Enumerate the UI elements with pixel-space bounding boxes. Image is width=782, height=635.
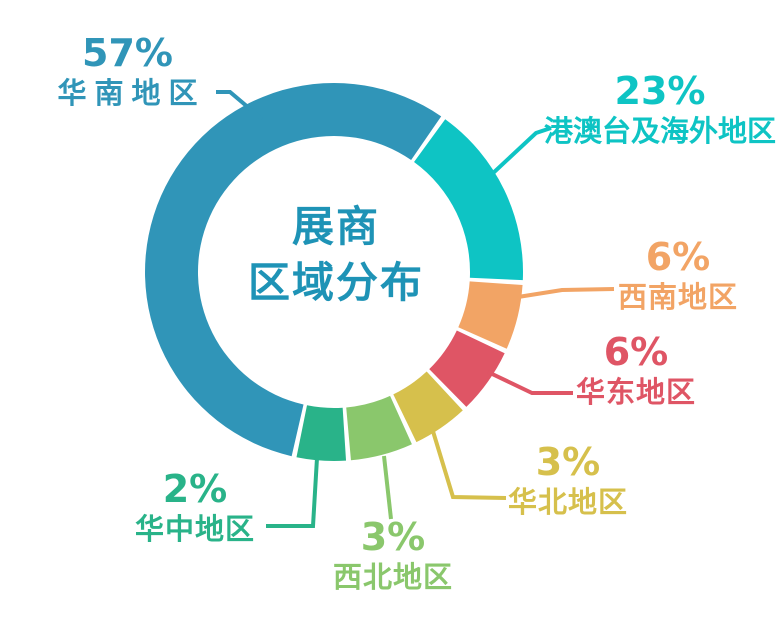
segment-label-xinan: 6% 西南地区 <box>616 238 740 314</box>
percent-value-xibei: 3% <box>360 515 426 559</box>
leader-line-huazhong <box>266 457 319 528</box>
leader-line-xibei <box>382 455 393 520</box>
percent-value-huadong: 6% <box>603 330 669 374</box>
region-name-gangaotai: 港澳台及海外地区 <box>543 114 776 148</box>
segment-label-xibei: 3% 西北地区 <box>331 518 455 594</box>
region-name-huazhong: 华中地区 <box>134 512 255 546</box>
segment-label-huadong: 6% 华东地区 <box>574 333 698 409</box>
region-name-huadong: 华东地区 <box>575 375 696 409</box>
donut-segment-gangaotai <box>414 119 524 281</box>
leader-line-huanan <box>216 90 264 121</box>
region-name-huanan: 华南地区 <box>57 76 206 110</box>
segment-label-huanan: 57% 华南地区 <box>30 34 225 110</box>
region-name-xibei: 西北地区 <box>332 560 453 594</box>
leader-line-xinan <box>517 287 615 299</box>
donut-segment-xibei <box>346 395 412 461</box>
leader-line-huadong <box>487 370 573 395</box>
percent-value-gangaotai: 23% <box>614 69 706 113</box>
chart-title-line1: 展商 <box>291 202 380 251</box>
segment-label-huabei: 3% 华北地区 <box>506 443 630 519</box>
donut-segment-huanan <box>145 83 442 457</box>
percent-value-huabei: 3% <box>535 440 601 484</box>
leader-line-huabei <box>430 427 507 500</box>
donut-segment-huadong <box>429 330 505 407</box>
percent-value-xinan: 6% <box>645 235 711 279</box>
percent-value-huazhong: 2% <box>162 467 228 511</box>
leader-line-gangaotai <box>489 126 552 177</box>
chart-title: 展商 区域分布 <box>186 199 486 311</box>
region-name-xinan: 西南地区 <box>617 280 738 314</box>
percent-value-huanan: 57% <box>82 31 173 75</box>
segment-label-huazhong: 2% 华中地区 <box>133 470 257 546</box>
donut-segment-huazhong <box>296 405 347 462</box>
donut-segment-xinan <box>458 281 523 349</box>
segment-label-gangaotai: 23% 港澳台及海外地区 <box>538 72 782 148</box>
chart-title-line2: 区域分布 <box>247 258 424 307</box>
donut-segment-huabei <box>393 371 463 443</box>
region-name-huabei: 华北地区 <box>507 485 628 519</box>
